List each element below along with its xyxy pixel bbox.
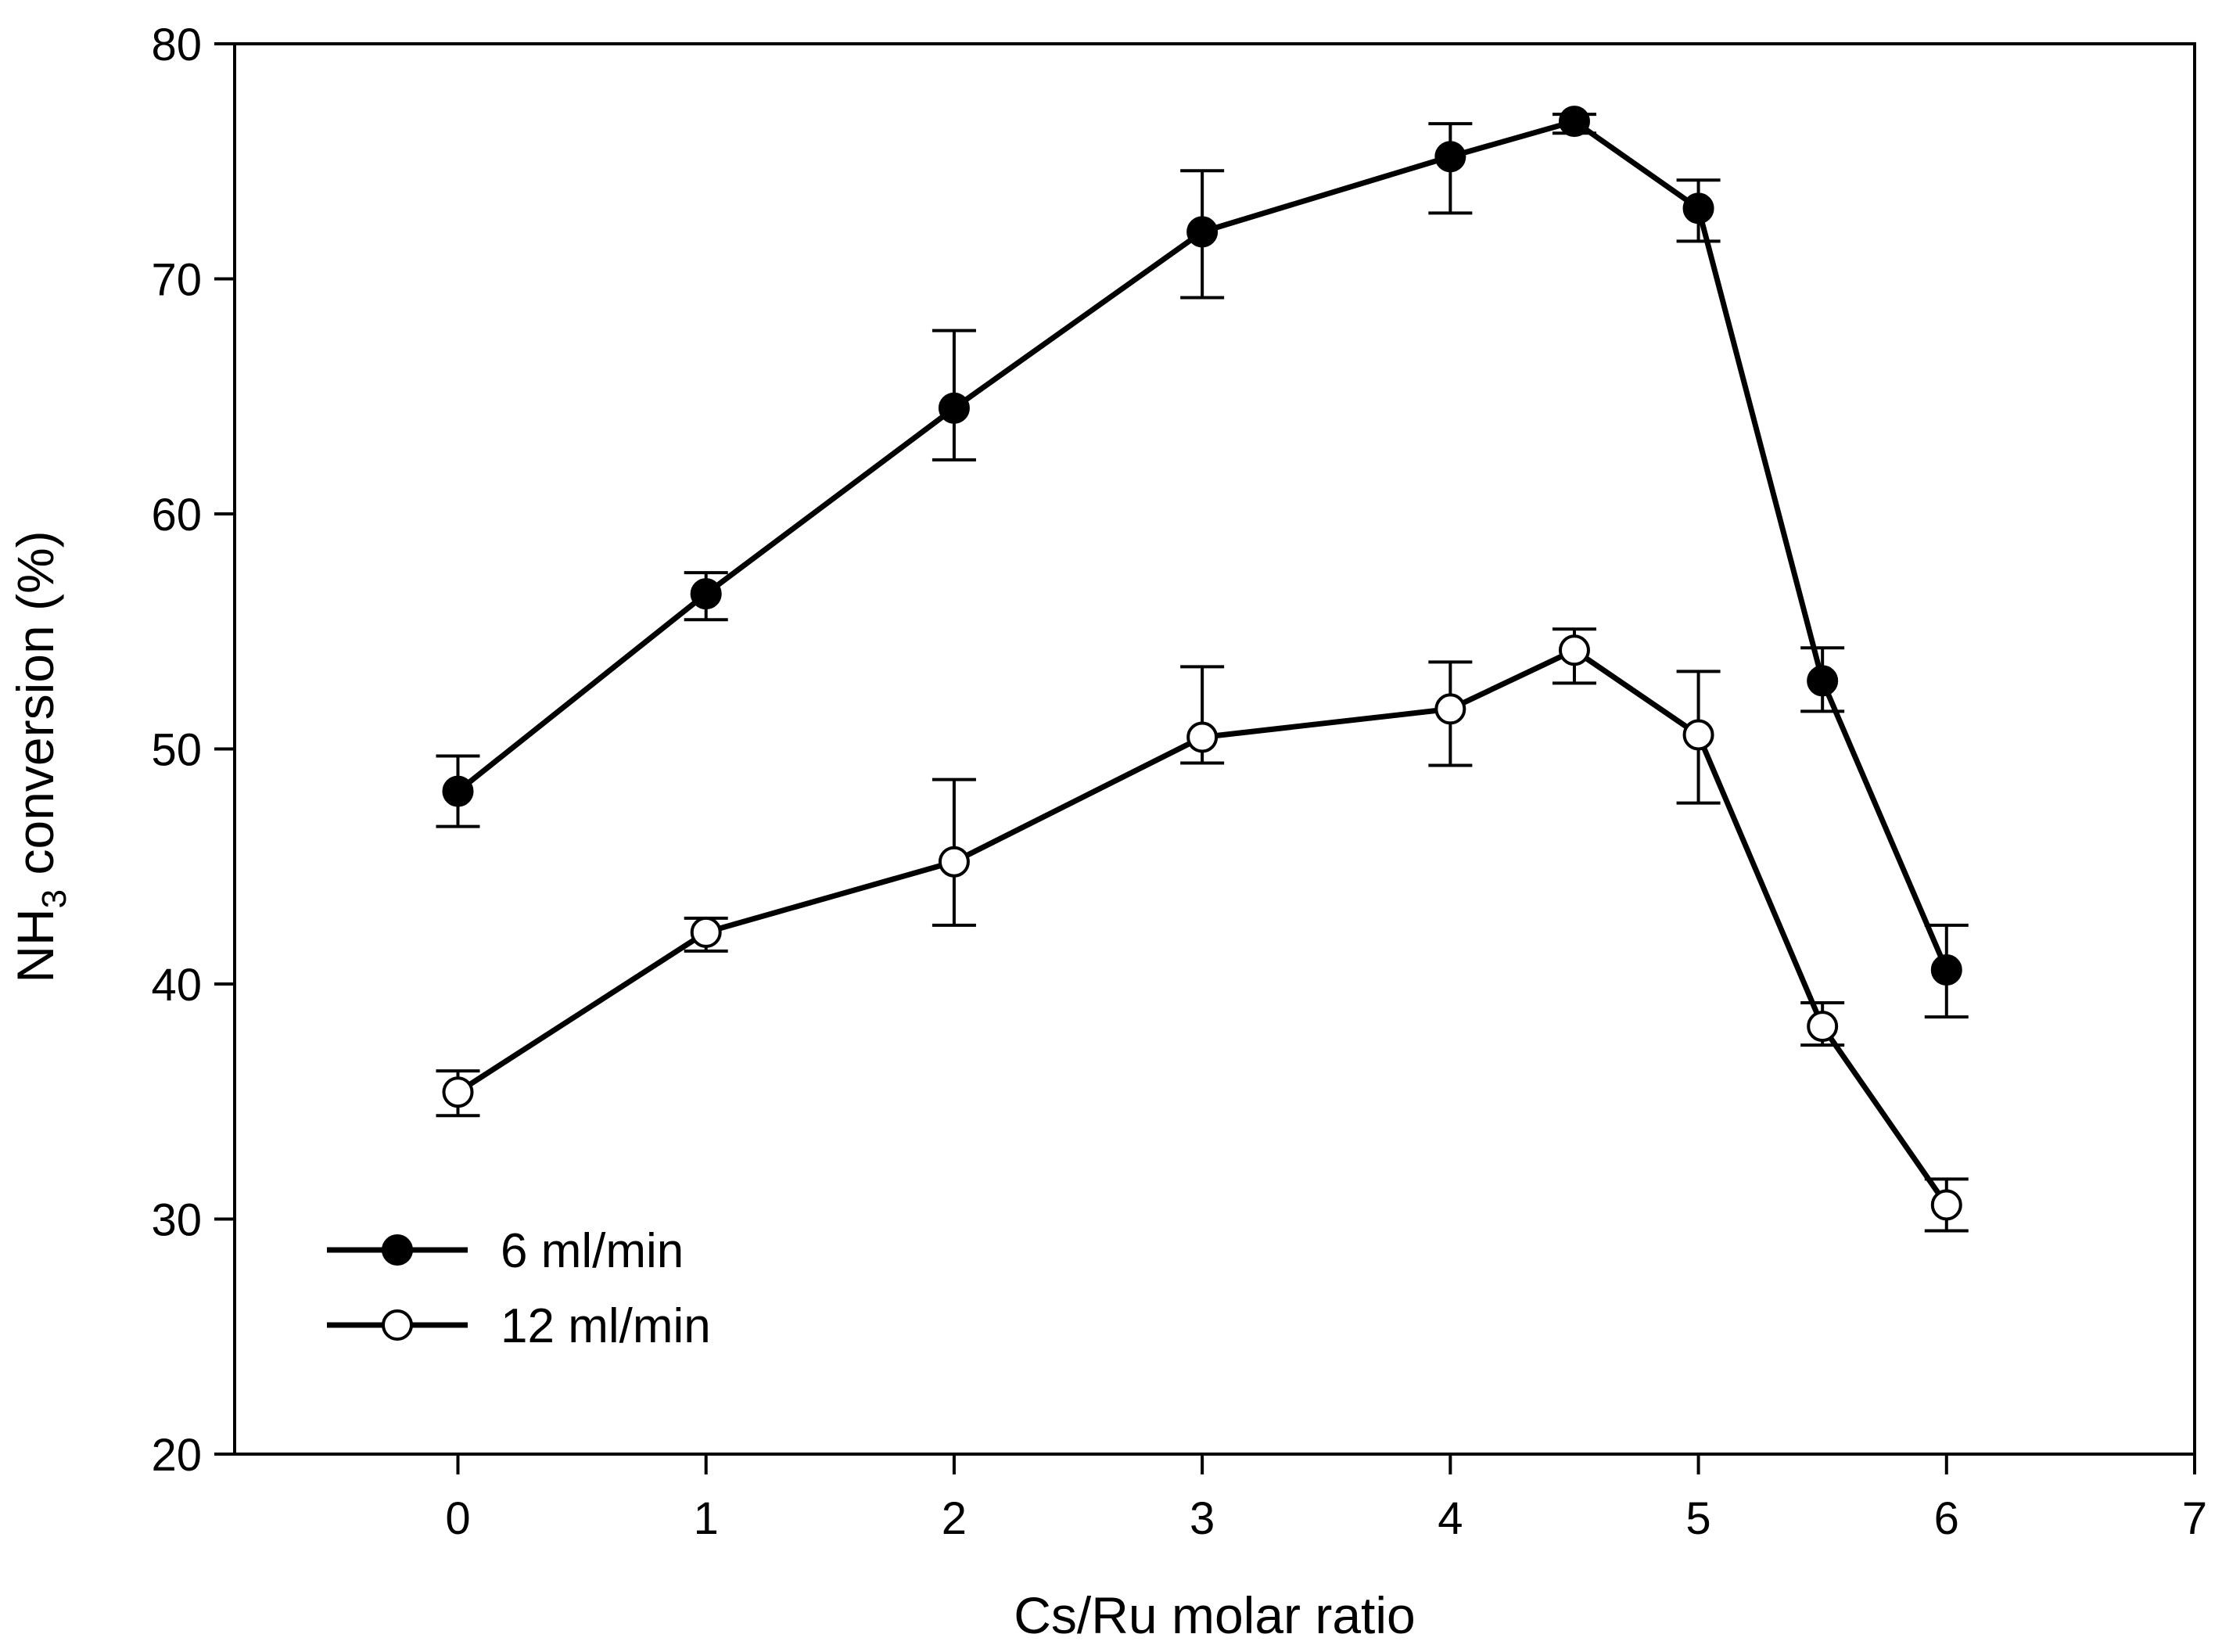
data-point [1558, 106, 1590, 138]
data-point [1930, 953, 1962, 986]
x-tick-label: 5 [1685, 1493, 1710, 1544]
data-point [442, 775, 474, 807]
data-point [938, 392, 970, 424]
y-axis-title-prefix: NH [6, 908, 64, 982]
data-point [1682, 192, 1714, 224]
legend-item: 12 ml/min [327, 1299, 711, 1353]
x-tick-label: 3 [1190, 1493, 1215, 1544]
x-axis-title: Cs/Ru molar ratio [1014, 1586, 1415, 1644]
legend-marker-open [382, 1309, 413, 1341]
data-point [938, 846, 970, 878]
series-layer [436, 106, 1969, 1233]
y-tick-label: 80 [151, 20, 202, 70]
y-tick-label: 60 [151, 490, 202, 540]
legend-label: 6 ml/min [501, 1224, 684, 1278]
data-point [442, 1076, 474, 1108]
series-filled [436, 106, 1969, 1019]
data-point [1558, 634, 1590, 666]
y-tick-label: 50 [151, 725, 202, 776]
data-point [690, 916, 722, 948]
y-axis-title-suffix: conversion (%) [6, 530, 64, 889]
data-point [690, 578, 722, 610]
series-open [436, 627, 1969, 1233]
x-axis: 0 1 2 3 4 5 6 7 [445, 1454, 2207, 1544]
y-axis: 20 30 40 50 60 70 80 [151, 20, 235, 1481]
x-tick-label: 0 [445, 1493, 470, 1544]
x-tick-label: 7 [2182, 1493, 2207, 1544]
data-point [1807, 665, 1839, 697]
legend-marker-filled [382, 1234, 413, 1266]
y-tick-label: 70 [151, 255, 202, 306]
data-point [1807, 1011, 1839, 1043]
y-axis-title: NH3 conversion (%) [6, 530, 74, 982]
x-tick-label: 2 [942, 1493, 967, 1544]
x-tick-label: 1 [694, 1493, 719, 1544]
data-point [1186, 216, 1219, 248]
data-point [1682, 719, 1714, 751]
data-point [1434, 141, 1466, 173]
y-tick-label: 40 [151, 960, 202, 1011]
data-point [1930, 1189, 1962, 1221]
legend: 6 ml/min 12 ml/min [327, 1224, 711, 1353]
legend-item: 6 ml/min [327, 1224, 684, 1278]
data-point [1434, 693, 1466, 725]
y-tick-label: 30 [151, 1195, 202, 1246]
y-axis-title-subscript: 3 [35, 889, 74, 908]
legend-label: 12 ml/min [501, 1299, 711, 1353]
data-point [1186, 721, 1219, 753]
y-tick-label: 20 [151, 1430, 202, 1481]
x-tick-label: 6 [1934, 1493, 1959, 1544]
x-tick-label: 4 [1438, 1493, 1463, 1544]
